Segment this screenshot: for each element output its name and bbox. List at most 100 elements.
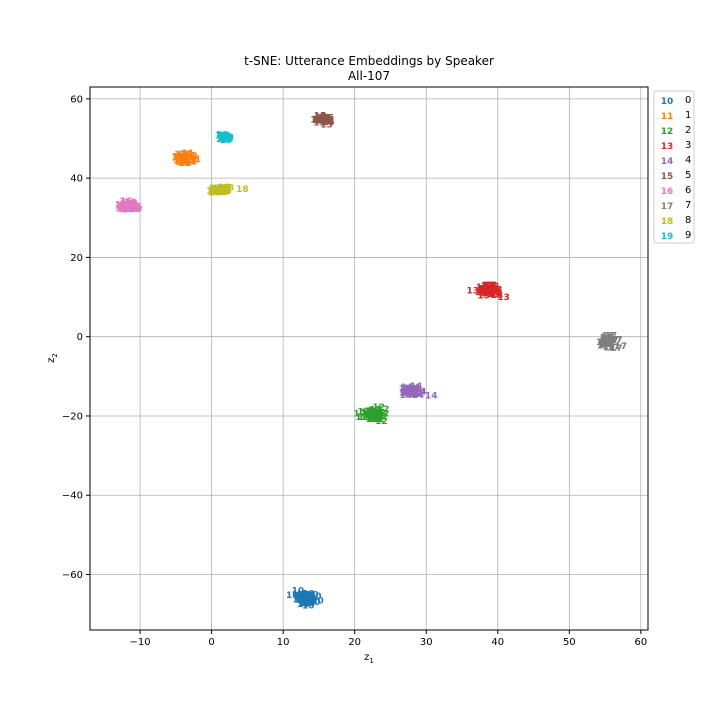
point-label-11: 11 <box>179 156 192 166</box>
point-label-18: 18 <box>211 185 224 195</box>
point-label-10: 10 <box>302 595 315 605</box>
point-label-15: 15 <box>318 113 331 123</box>
legend-label-4: 4 <box>685 155 691 166</box>
point-label-16: 16 <box>124 205 137 215</box>
y-tick-label: 20 <box>70 253 83 264</box>
point-label-12: 12 <box>358 413 371 423</box>
point-label-16: 16 <box>121 204 134 214</box>
x-tick-label: 50 <box>563 637 576 648</box>
point-label-16: 16 <box>125 200 138 210</box>
y-tick-label: 40 <box>70 174 83 185</box>
point-label-16: 16 <box>120 197 133 207</box>
point-label-15: 15 <box>319 116 332 126</box>
point-label-14: 14 <box>408 384 421 394</box>
legend-marker-14: 14 <box>661 157 674 167</box>
legend-marker-15: 15 <box>661 172 674 182</box>
series-6-cluster: 1616161616161616161616161616161616161616… <box>115 197 143 215</box>
point-label-12: 12 <box>368 406 381 416</box>
point-label-13: 13 <box>478 287 491 297</box>
point-label-14: 14 <box>414 388 427 398</box>
point-label-10: 10 <box>303 599 316 609</box>
legend-label-5: 5 <box>685 170 691 181</box>
plot-area-frame <box>89 86 649 631</box>
point-label-13: 13 <box>488 290 501 300</box>
point-label-11: 11 <box>179 159 192 169</box>
x-tick-label: 20 <box>348 637 361 648</box>
point-label-17: 17 <box>600 337 613 347</box>
point-label-17: 17 <box>598 341 611 351</box>
point-label-15: 15 <box>322 113 335 123</box>
point-label-13: 13 <box>486 285 499 295</box>
point-label-19: 19 <box>220 135 233 145</box>
point-label-10: 10 <box>306 590 319 600</box>
point-label-18: 18 <box>216 188 229 198</box>
point-label-17: 17 <box>605 332 618 342</box>
chart-title: t-SNE: Utterance Embeddings by Speaker <box>244 54 494 68</box>
point-label-12: 12 <box>362 411 375 421</box>
point-label-11: 11 <box>172 153 185 163</box>
point-label-16: 16 <box>130 203 143 213</box>
point-label-10: 10 <box>300 594 313 604</box>
legend-marker-19: 19 <box>661 232 674 242</box>
point-label-12: 12 <box>357 408 370 418</box>
point-label-15: 15 <box>318 115 331 125</box>
point-label-16: 16 <box>123 203 136 213</box>
point-label-14: 14 <box>404 390 417 400</box>
point-label-17: 17 <box>598 340 611 350</box>
point-label-17: 17 <box>599 338 612 348</box>
point-label-10: 10 <box>301 593 314 603</box>
point-label-15: 15 <box>317 116 330 126</box>
point-label-16: 16 <box>125 199 138 209</box>
point-label-18: 18 <box>214 185 227 195</box>
point-label-17: 17 <box>615 342 628 352</box>
point-label-13: 13 <box>481 284 494 294</box>
point-label-12: 12 <box>366 413 379 423</box>
legend-label-6: 6 <box>685 185 691 196</box>
point-label-18: 18 <box>212 187 225 197</box>
y-tick-label: 0 <box>77 332 83 343</box>
point-label-19: 19 <box>220 134 233 144</box>
point-label-14: 14 <box>405 386 418 396</box>
point-label-14: 14 <box>403 384 416 394</box>
point-label-13: 13 <box>490 285 503 295</box>
point-label-11: 11 <box>183 155 196 165</box>
point-label-17: 17 <box>600 337 613 347</box>
point-label-16: 16 <box>123 202 136 212</box>
point-label-16: 16 <box>124 203 137 213</box>
point-label-13: 13 <box>482 281 495 291</box>
legend-label-0: 0 <box>685 95 691 106</box>
point-label-11: 11 <box>182 152 195 162</box>
point-label-11: 11 <box>181 153 194 163</box>
point-label-15: 15 <box>320 120 333 130</box>
point-label-10: 10 <box>304 596 317 606</box>
point-label-12: 12 <box>377 405 390 415</box>
point-label-10: 10 <box>295 595 308 605</box>
point-label-16: 16 <box>130 205 143 215</box>
point-label-11: 11 <box>177 155 190 165</box>
series-4-cluster: 1414141414141414141414141414141414141414… <box>399 382 427 401</box>
point-label-19: 19 <box>219 131 232 141</box>
series-5-cluster: 1515151515151515151515151515151515151515… <box>310 111 334 130</box>
point-label-17: 17 <box>604 339 617 349</box>
point-label-18: 18 <box>213 185 226 195</box>
point-label-14: 14 <box>410 388 423 398</box>
point-label-16: 16 <box>124 198 137 208</box>
point-label-17: 17 <box>609 336 622 346</box>
point-label-14: 14 <box>401 383 414 393</box>
point-label-10: 10 <box>297 600 310 610</box>
point-label-11: 11 <box>179 158 192 168</box>
point-label-10: 10 <box>300 599 313 609</box>
point-label-15: 15 <box>314 111 327 121</box>
point-label-13: 13 <box>483 284 496 294</box>
data-points: 1010101010101010101010101010101010101010… <box>115 111 627 611</box>
legend-marker-16: 16 <box>661 187 674 197</box>
point-label-18: 18 <box>214 188 227 198</box>
point-label-16: 16 <box>115 201 128 211</box>
point-label-10: 10 <box>304 597 317 607</box>
point-label-16: 16 <box>118 202 131 212</box>
point-label-10: 10 <box>297 590 310 600</box>
point-label-11: 11 <box>174 150 187 160</box>
point-label-19: 19 <box>220 136 233 146</box>
legend: 10 011 112 213 314 415 516 617 718 819 9 <box>653 90 695 244</box>
point-label-11: 11 <box>173 156 186 166</box>
